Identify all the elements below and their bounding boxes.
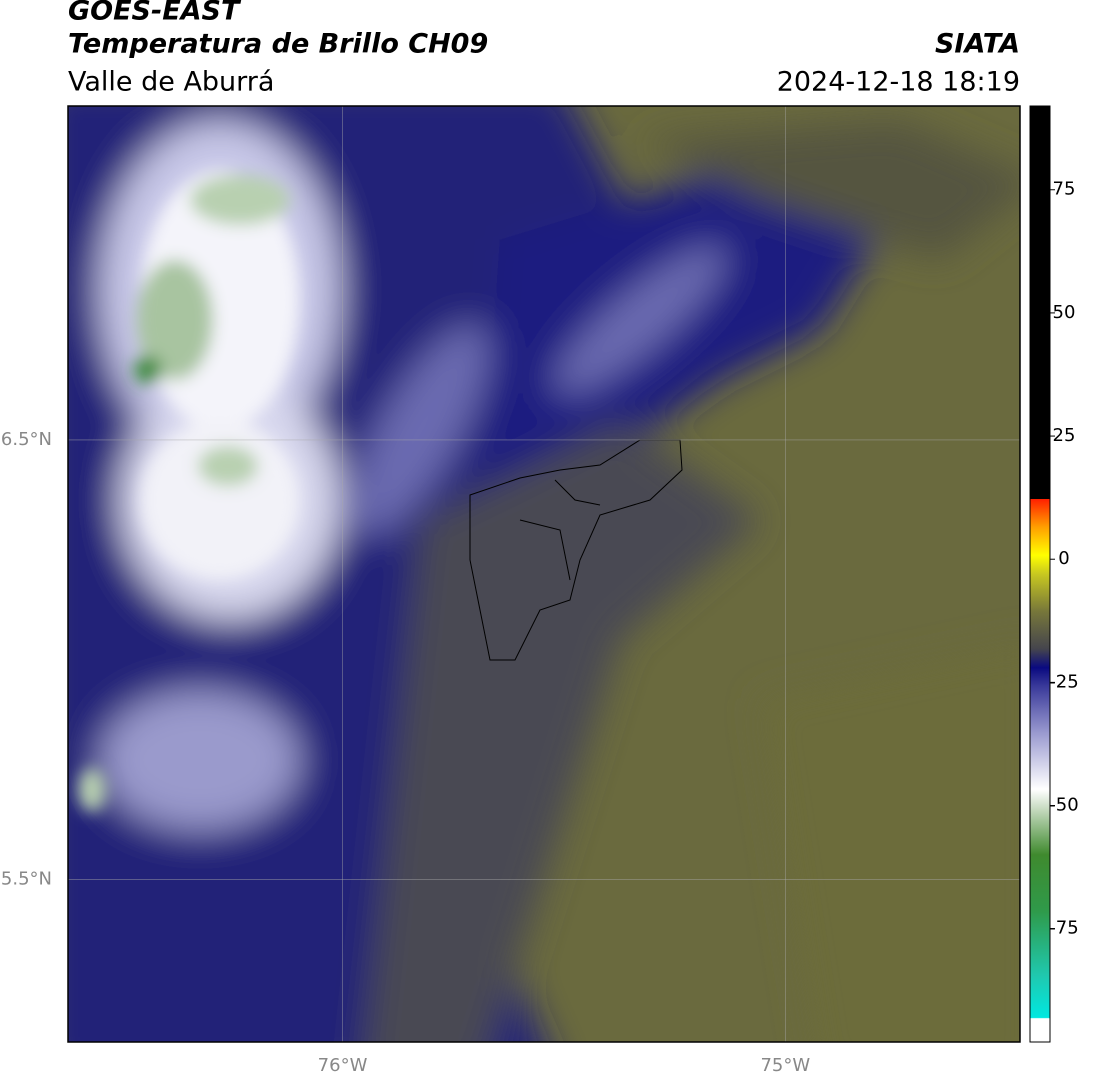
- map-frame: [67, 105, 1021, 1043]
- colorbar-tick-label: -50: [1049, 795, 1078, 816]
- source: SIATA: [935, 29, 1020, 60]
- colorbar-tick-label: 50: [1053, 302, 1076, 323]
- colorbar-tick-label: -25: [1049, 671, 1078, 692]
- satellite: GOES-EAST: [68, 0, 242, 27]
- datetime: 2024-12-18 18:19: [777, 67, 1020, 98]
- colorbar-tick-label: -75: [1049, 918, 1078, 939]
- colorbar-tick-label: 0: [1058, 548, 1069, 569]
- x-tick-label: 76°W: [318, 1055, 368, 1076]
- satellite-image: [68, 106, 1020, 1042]
- region: Valle de Aburrá: [68, 67, 274, 98]
- x-tick-label: 75°W: [760, 1055, 810, 1076]
- product: Temperatura de Brillo CH09: [68, 29, 488, 60]
- y-tick-label: 5.5°N: [1, 868, 52, 889]
- colorbar-tick-label: 75: [1053, 179, 1076, 200]
- colorbar-tick-label: 25: [1053, 425, 1076, 446]
- y-tick-label: 6.5°N: [1, 429, 52, 450]
- colorbar: [1029, 105, 1051, 1043]
